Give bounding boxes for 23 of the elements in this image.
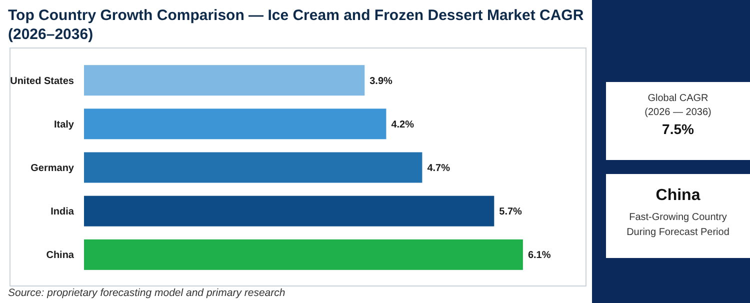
y-tick-label: India [50,206,74,218]
text: 7.5% [662,121,694,137]
source-note: Source: proprietary forecasting model and primary research [8,287,286,299]
bar [84,239,523,270]
text: (2026 — 2036) [644,107,712,118]
bar [84,108,386,140]
y-tick-label: China [46,250,74,262]
chart-title: Top Country Growth Comparison — Ice Cream and Frozen Dessert Market CAGR (2026–2036) [8,7,584,43]
y-tick-label: United States [10,76,74,87]
bar [84,152,422,183]
text: Fast-Growing Country [629,212,727,223]
bar [84,196,494,226]
data-label: 4.7% [427,163,450,174]
text: During Forecast Period [626,227,730,238]
text: China [656,187,700,204]
data-label: 5.7% [499,206,522,218]
data-label: 4.2% [391,119,414,130]
bar [84,65,365,96]
data-label: 3.9% [370,76,393,87]
y-tick-label: Germany [30,163,74,174]
data-label: 6.1% [528,250,551,262]
y-tick-label: Italy [54,119,74,130]
text: Global CAGR [648,93,708,104]
